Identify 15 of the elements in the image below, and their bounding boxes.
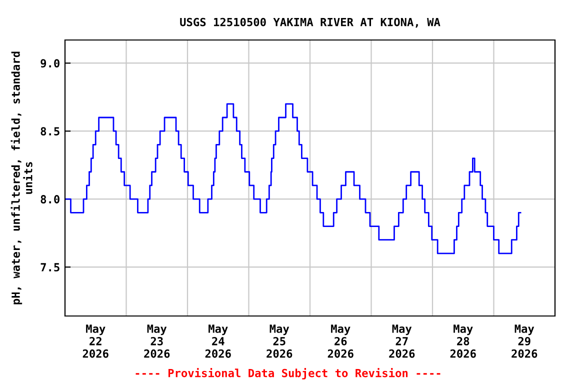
y-tick-label: 9.0 xyxy=(40,59,60,68)
x-tick-label: May 29 2026 xyxy=(512,324,538,358)
x-tick-label: May 22 2026 xyxy=(82,324,108,358)
y-tick-label: 8.0 xyxy=(40,195,60,204)
text: ---- Provisional Data Subject to Revision ---- xyxy=(136,368,440,380)
y-axis-title: pH, water, unfiltered, field, standard units xyxy=(10,52,32,304)
x-tick-label: May 23 2026 xyxy=(144,324,170,358)
x-tick-label: May 26 2026 xyxy=(328,324,354,358)
x-tick-label: May 24 2026 xyxy=(205,324,231,358)
x-tick-label: May 25 2026 xyxy=(266,324,292,358)
x-tick-label: May 27 2026 xyxy=(389,324,415,358)
y-tick-label: 8.5 xyxy=(40,127,60,136)
y-tick-label: 7.5 xyxy=(40,263,60,272)
x-tick-label: May 28 2026 xyxy=(450,324,476,358)
chart-title: USGS 12510500 YAKIMA RIVER AT KIONA, WA xyxy=(180,18,440,28)
